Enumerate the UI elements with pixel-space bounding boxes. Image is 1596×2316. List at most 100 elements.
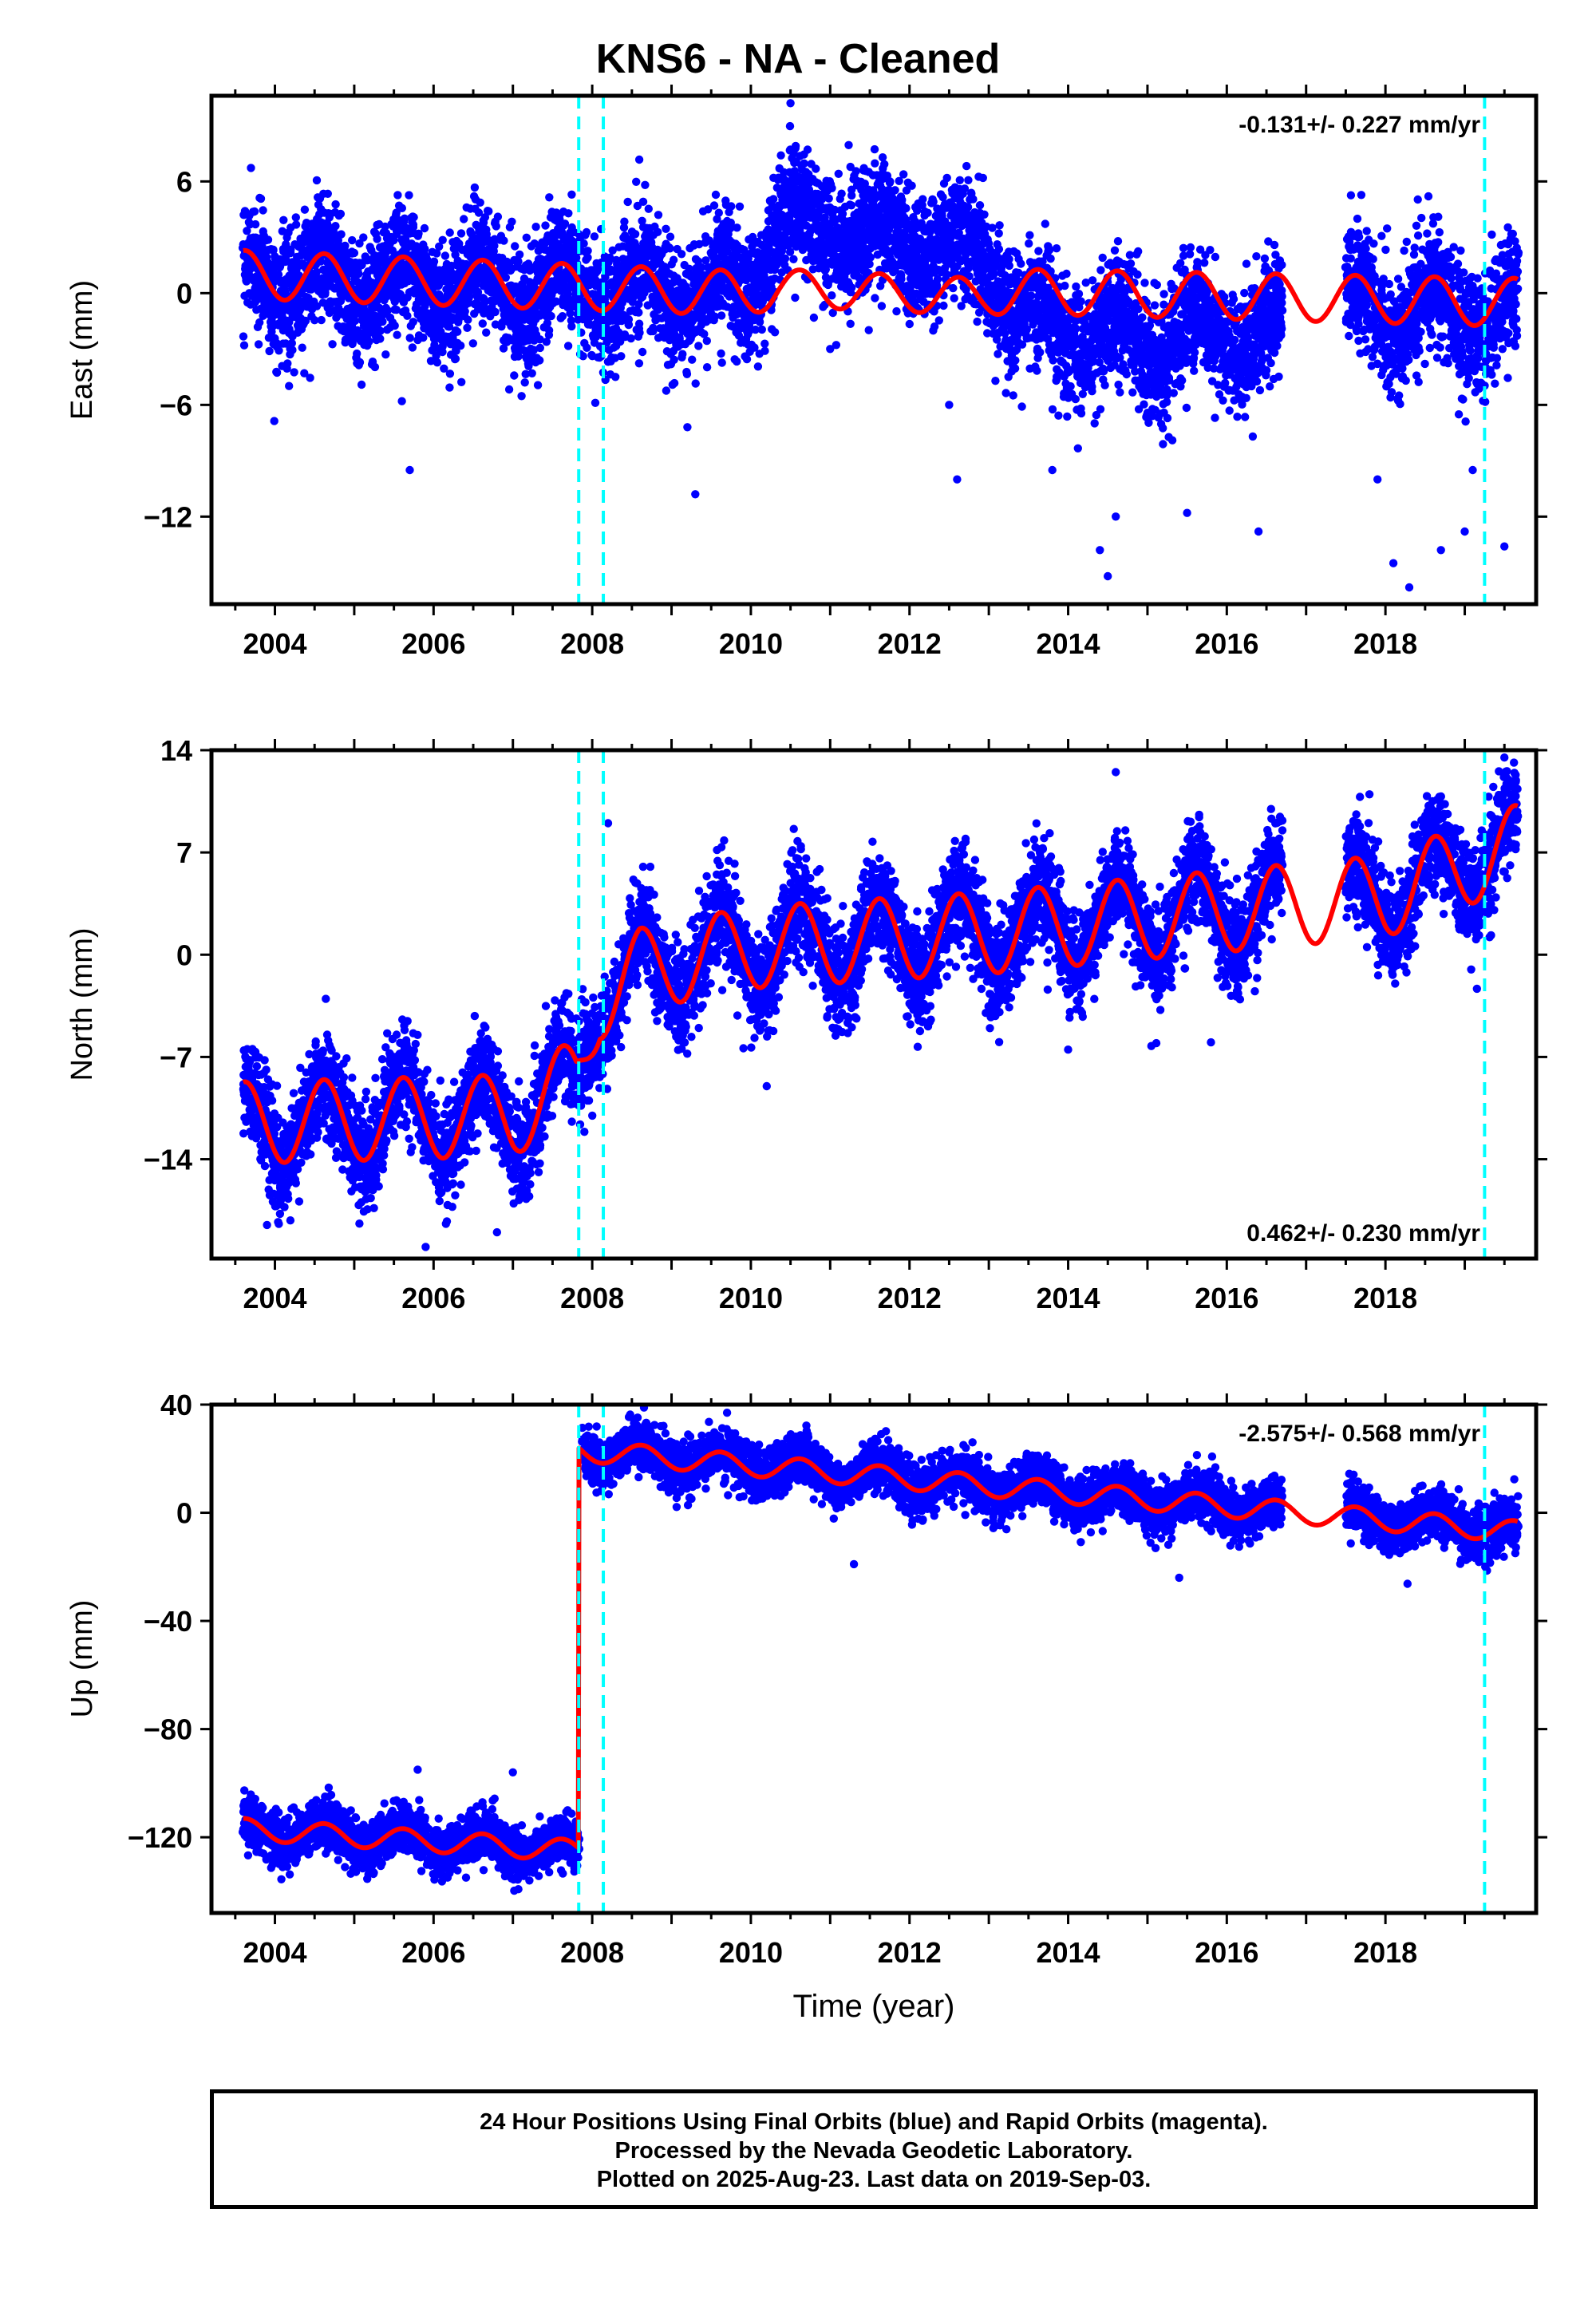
data-point: [988, 223, 997, 232]
data-point: [474, 208, 484, 217]
data-point: [871, 294, 879, 302]
data-point: [239, 332, 248, 341]
data-point: [666, 232, 675, 241]
data-point: [682, 367, 691, 377]
data-point: [980, 210, 989, 219]
data-point: [285, 318, 294, 326]
data-point: [456, 229, 466, 238]
data-point: [445, 383, 454, 392]
data-point: [270, 417, 279, 425]
data-point: [824, 194, 833, 203]
data-point: [409, 220, 418, 229]
data-point: [393, 191, 402, 200]
data-point: [445, 228, 454, 237]
data-point: [272, 368, 282, 377]
data-point: [298, 343, 306, 352]
data-point: [478, 319, 487, 328]
data-point: [286, 248, 295, 258]
data-point: [670, 355, 678, 364]
data-point: [711, 190, 721, 200]
data-point: [491, 307, 500, 317]
data-point: [451, 354, 460, 363]
data-point: [433, 249, 441, 258]
data-point: [694, 342, 703, 350]
data-point: [623, 197, 632, 207]
data-point: [409, 318, 417, 326]
data-point: [1011, 356, 1020, 365]
data-point: [331, 200, 340, 209]
data-point: [403, 311, 412, 320]
data-point: [891, 186, 899, 195]
data-point: [1001, 389, 1010, 397]
data-point: [282, 240, 290, 249]
data-point: [905, 319, 915, 329]
data-point: [328, 340, 337, 349]
data-point: [812, 164, 820, 173]
data-point: [256, 194, 266, 204]
data-point: [354, 269, 363, 279]
data-point: [438, 347, 447, 357]
data-point: [582, 227, 591, 237]
data-point: [717, 311, 726, 320]
data-point: [567, 190, 576, 199]
data-point: [291, 213, 300, 222]
data-point: [709, 201, 719, 210]
data-point: [837, 189, 846, 198]
data-point: [393, 330, 401, 339]
data-point: [662, 386, 671, 395]
data-point: [733, 357, 741, 366]
data-point: [1025, 231, 1034, 239]
data-point: [847, 201, 856, 210]
data-point: [522, 233, 531, 242]
data-point: [376, 334, 385, 343]
data-point: [978, 173, 988, 183]
data-point: [265, 346, 274, 356]
data-point: [336, 209, 346, 219]
data-point: [678, 350, 687, 358]
data-point: [464, 315, 472, 324]
data-point: [480, 213, 490, 222]
data-point: [1017, 402, 1026, 411]
data-point: [390, 321, 399, 330]
data-point: [378, 317, 387, 326]
data-point: [542, 338, 551, 346]
data-point: [433, 358, 442, 367]
data-point: [376, 326, 385, 335]
data-point: [508, 217, 516, 226]
data-point: [870, 144, 879, 154]
data-point: [251, 219, 260, 229]
data-point: [312, 302, 322, 310]
data-point: [476, 198, 484, 207]
data-point: [691, 379, 700, 388]
data-point: [535, 343, 544, 353]
data-point: [401, 235, 410, 244]
data-point: [414, 229, 423, 238]
data-point: [492, 222, 500, 231]
data-point: [847, 191, 856, 200]
data-point: [353, 349, 361, 358]
data-point: [994, 245, 1004, 254]
data-point: [381, 350, 390, 359]
data-point: [632, 177, 641, 186]
data-point: [791, 293, 800, 302]
data-point: [563, 342, 573, 350]
data-point: [785, 121, 795, 131]
data-point: [317, 315, 326, 325]
data-point: [331, 222, 340, 231]
data-point: [470, 183, 480, 192]
data-point: [533, 381, 543, 389]
data-point: [634, 319, 644, 328]
data-point: [880, 160, 889, 168]
data-point: [359, 233, 368, 242]
data-point: [702, 336, 711, 346]
data-point: [438, 235, 447, 244]
data-point: [300, 369, 309, 377]
data-point: [1036, 348, 1045, 357]
data-point: [994, 350, 1002, 358]
data-point: [432, 351, 440, 360]
data-point: [397, 204, 406, 212]
data-point: [583, 343, 591, 352]
data-point: [714, 208, 723, 217]
data-point: [892, 306, 901, 316]
